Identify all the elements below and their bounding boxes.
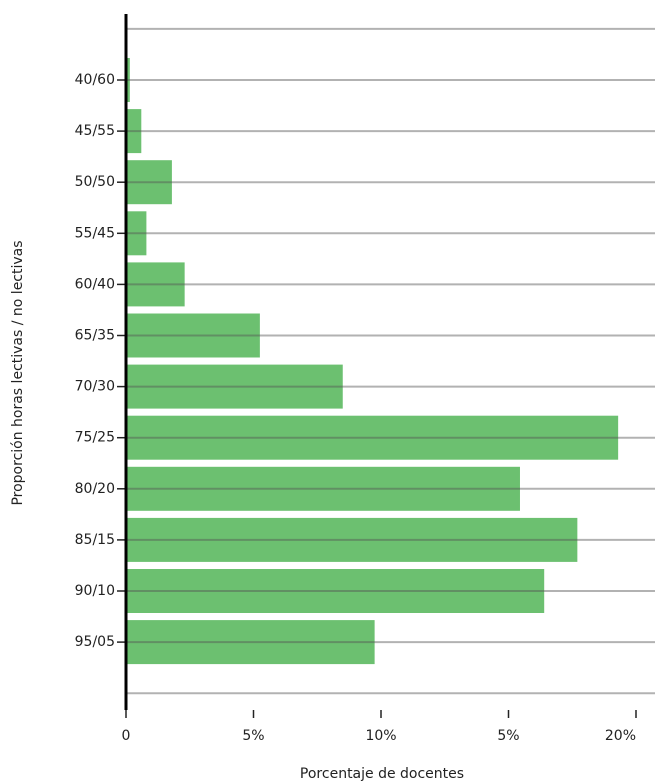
x-tick-label: 5%: [497, 728, 519, 744]
y-tick-label: 50/50: [75, 174, 115, 190]
bar: [126, 211, 147, 256]
bar: [126, 58, 130, 102]
y-tick-label: 60/40: [75, 276, 115, 292]
bar: [126, 364, 343, 409]
bar: [126, 620, 375, 665]
y-tick-label: 90/10: [75, 583, 115, 599]
y-tick-label: 55/45: [75, 225, 115, 241]
y-tick-label: 40/60: [75, 72, 115, 88]
x-tick-label: 10%: [365, 728, 396, 744]
bar: [126, 466, 520, 511]
x-axis-title: Porcentaje de docentes: [300, 766, 464, 782]
y-tick-label: 85/15: [75, 532, 115, 548]
x-tick-label: 20%: [605, 728, 636, 744]
bar: [126, 517, 578, 562]
bar: [126, 160, 172, 205]
y-tick-label: 70/30: [75, 379, 115, 395]
bar: [126, 262, 185, 307]
bar: [126, 569, 545, 613]
x-tick-label: 0: [122, 728, 131, 744]
y-axis-title: Proporción horas lectivas / no lectivas: [10, 240, 26, 505]
y-tick-label: 65/35: [75, 328, 115, 344]
y-tick-label: 95/05: [75, 634, 115, 650]
bar: [126, 313, 260, 358]
bar: [126, 109, 142, 154]
bar: [126, 415, 619, 460]
x-tick-label: 5%: [242, 728, 264, 744]
y-tick-label: 80/20: [75, 481, 115, 497]
y-tick-label: 45/55: [75, 123, 115, 139]
y-tick-label: 75/25: [75, 430, 115, 446]
